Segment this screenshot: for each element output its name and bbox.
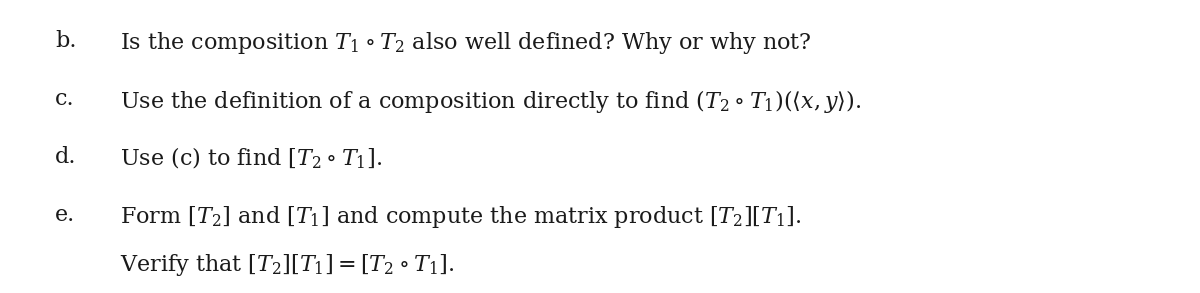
Text: e.: e.: [55, 204, 76, 226]
Text: b.: b.: [55, 30, 77, 52]
Text: d.: d.: [55, 146, 77, 168]
Text: Form $[T_2]$ and $[T_1]$ and compute the matrix product $[T_2][T_1]$.: Form $[T_2]$ and $[T_1]$ and compute the…: [120, 204, 802, 230]
Text: Verify that $[T_2][T_1] = [T_2 \circ T_1]$.: Verify that $[T_2][T_1] = [T_2 \circ T_1…: [120, 252, 455, 278]
Text: Use (c) to find $[T_2 \circ T_1]$.: Use (c) to find $[T_2 \circ T_1]$.: [120, 146, 382, 171]
Text: Is the composition $T_1 \circ T_2$ also well defined? Why or why not?: Is the composition $T_1 \circ T_2$ also …: [120, 30, 811, 56]
Text: c.: c.: [55, 88, 74, 110]
Text: Use the definition of a composition directly to find $(T_2 \circ T_1)(\langle x,: Use the definition of a composition dire…: [120, 88, 862, 115]
